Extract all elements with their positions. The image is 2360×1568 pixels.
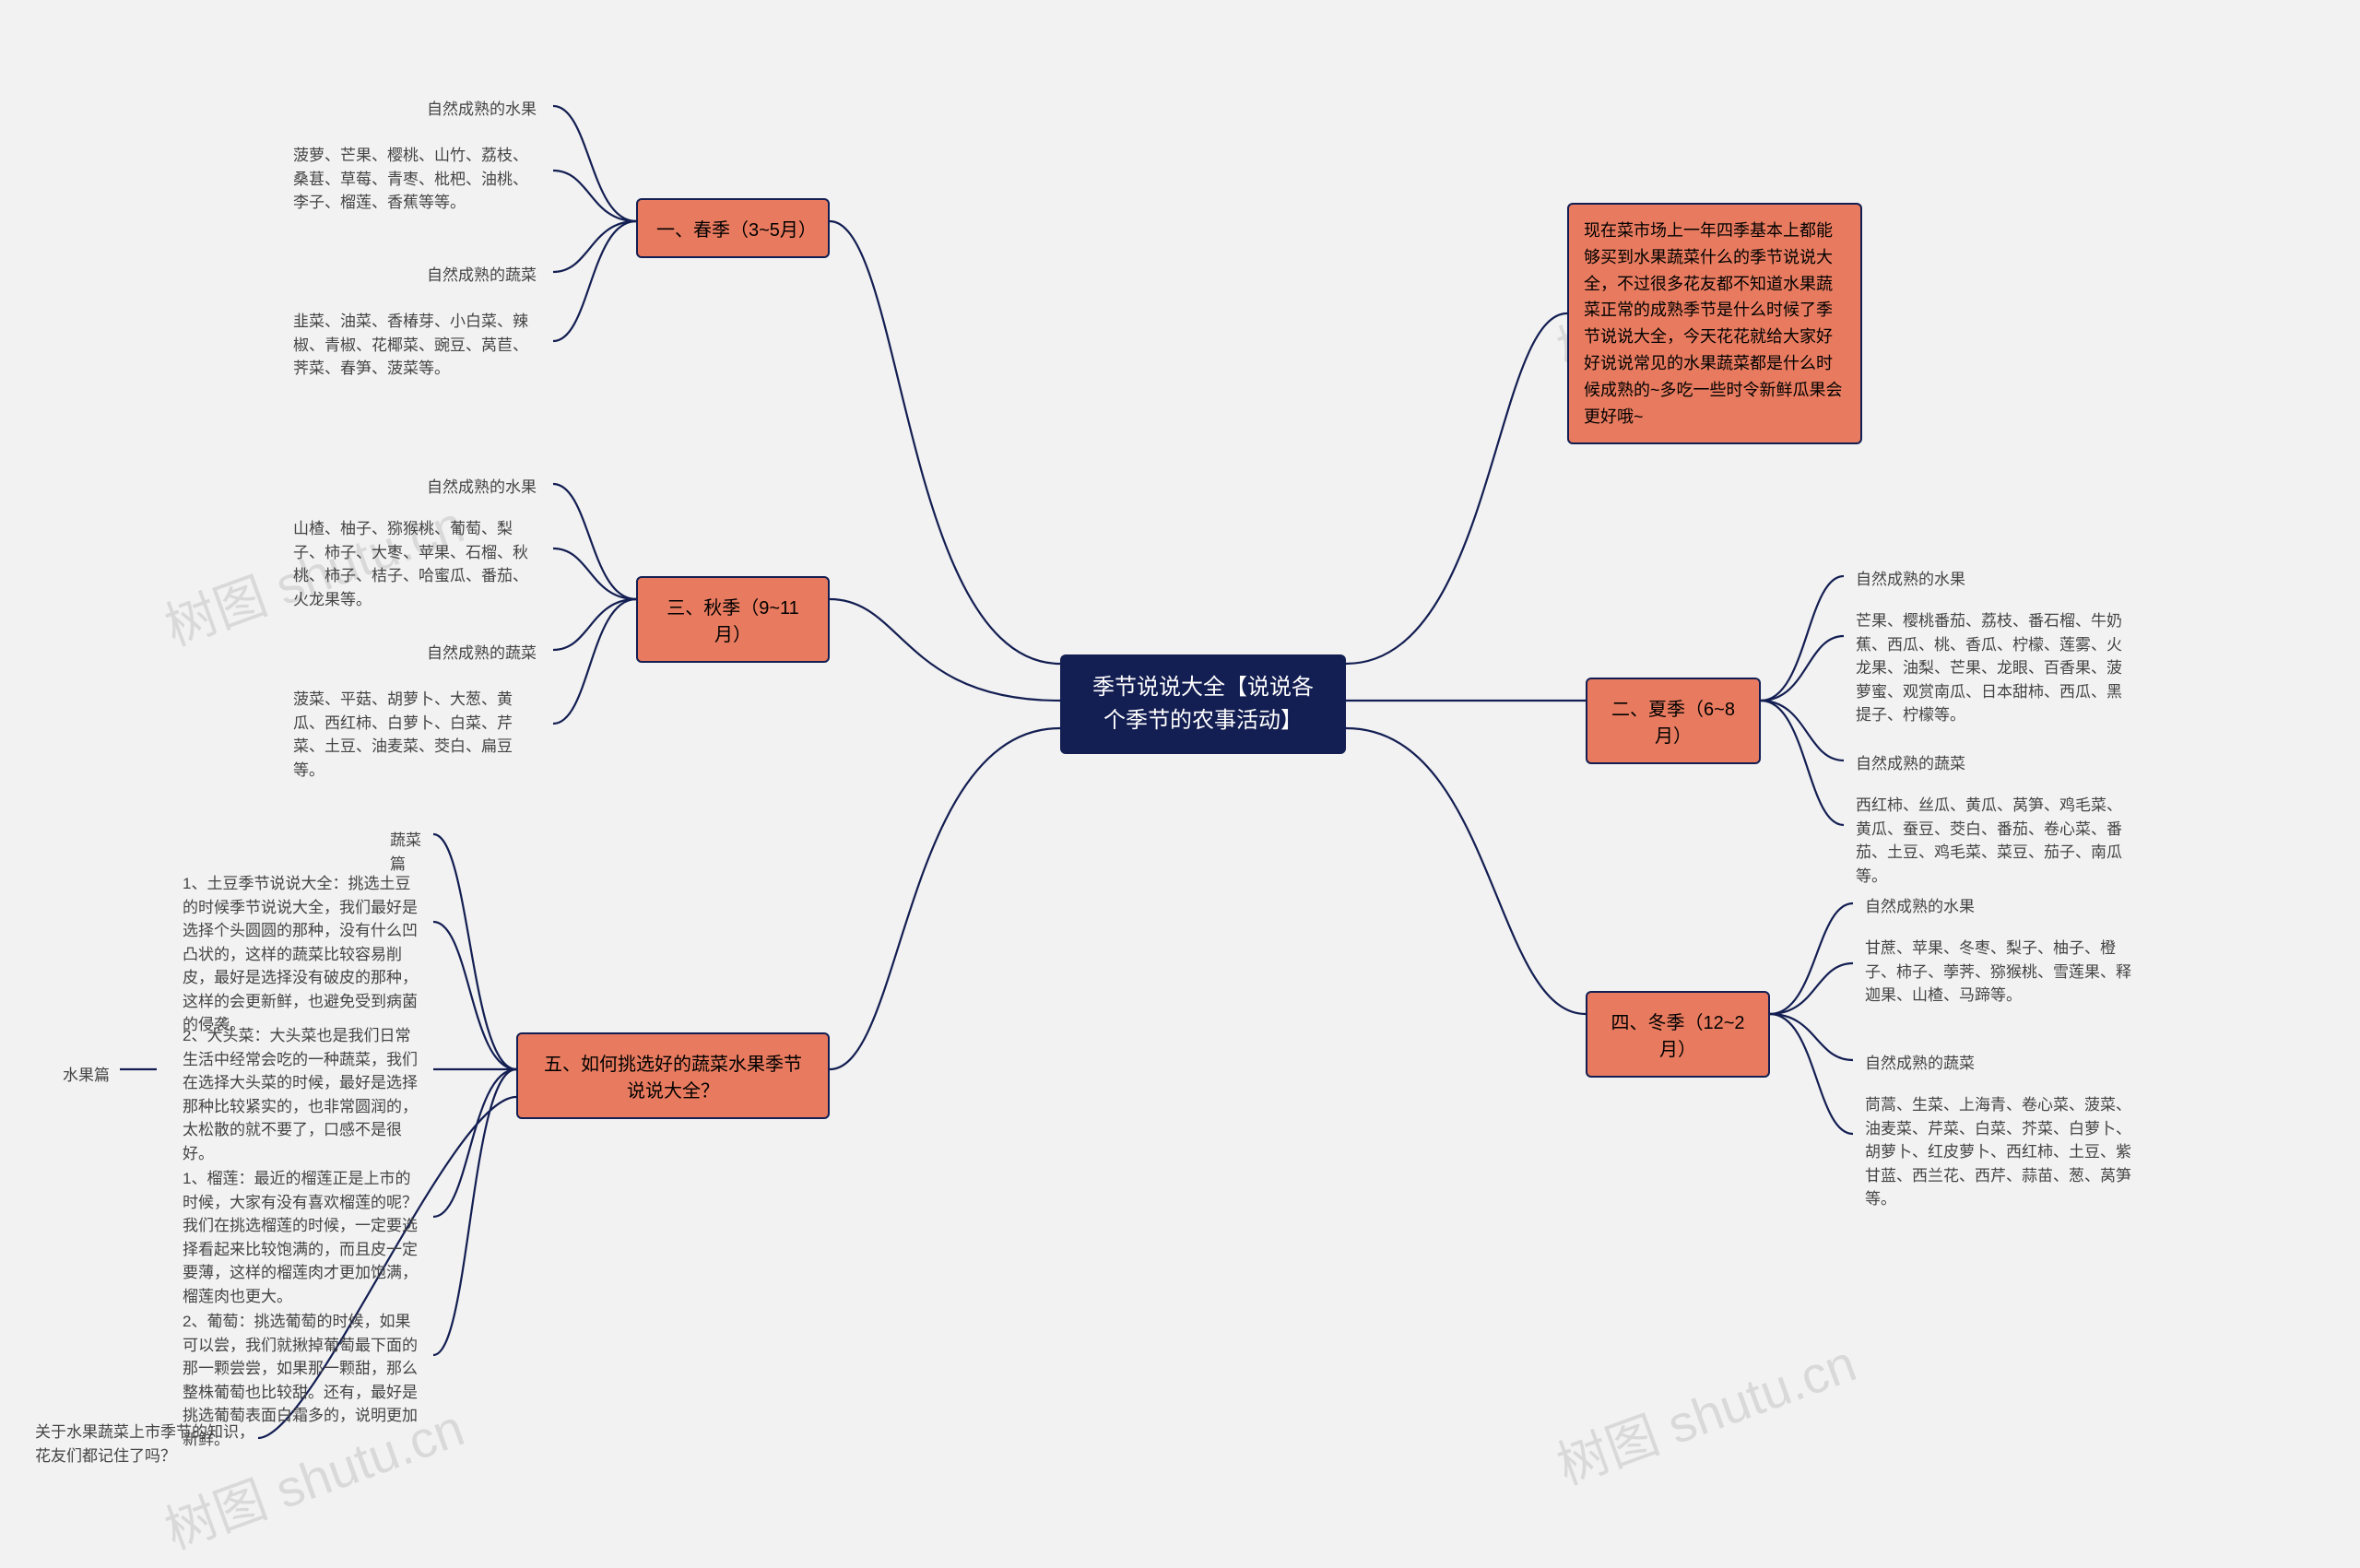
autumn-fruit-list: 山楂、柚子、猕猴桃、葡萄、梨子、柿子、大枣、苹果、石榴、秋桃、柿子、桔子、哈蜜瓜… xyxy=(286,512,544,617)
spring-fruit-label: 自然成熟的水果 xyxy=(286,92,544,127)
summer-veg-label: 自然成熟的蔬菜 xyxy=(1848,747,2143,782)
autumn-veg-label: 自然成熟的蔬菜 xyxy=(286,636,544,671)
tip-durian: 1、榴莲：最近的榴莲正是上市的时候，大家有没有喜欢榴莲的呢？我们在挑选榴莲的时候… xyxy=(175,1161,433,1314)
branch-summer: 二、夏季（6~8月） xyxy=(1586,678,1761,764)
branch-autumn: 三、秋季（9~11月） xyxy=(636,576,830,663)
tip-cabbage: 2、大头菜：大头菜也是我们日常生活中经常会吃的一种蔬菜，我们在选择大头菜的时候，… xyxy=(175,1019,433,1171)
summer-fruit-list: 芒果、樱桃番茄、荔枝、番石榴、牛奶蕉、西瓜、桃、香瓜、柠檬、莲雾、火龙果、油梨、… xyxy=(1848,604,2143,733)
autumn-veg-list: 菠菜、平菇、胡萝卜、大葱、黄瓜、西红柿、白萝卜、白菜、芹菜、土豆、油麦菜、茭白、… xyxy=(286,682,544,787)
summer-veg-list: 西红柿、丝瓜、黄瓜、莴笋、鸡毛菜、黄瓜、蚕豆、茭白、番茄、卷心菜、番茄、土豆、鸡… xyxy=(1848,788,2143,893)
spring-veg-list: 韭菜、油菜、香椿芽、小白菜、辣椒、青椒、花椰菜、豌豆、莴苣、荠菜、春笋、菠菜等。 xyxy=(286,304,544,386)
select-footer: 关于水果蔬菜上市季节的知识，花友们都记住了吗？ xyxy=(28,1415,267,1473)
watermark: 树图 shutu.cn xyxy=(1545,1322,1865,1499)
tip-potato: 1、土豆季节说说大全：挑选土豆的时候季节说说大全，我们最好是选择个头圆圆的那种，… xyxy=(175,867,433,1043)
autumn-fruit-label: 自然成熟的水果 xyxy=(286,470,544,505)
select-fruit-section: 水果篇 xyxy=(55,1058,120,1093)
summer-fruit-label: 自然成熟的水果 xyxy=(1848,562,2143,597)
branch-winter: 四、冬季（12~2月） xyxy=(1586,991,1770,1078)
spring-fruit-list: 菠萝、芒果、樱桃、山竹、荔枝、桑葚、草莓、青枣、枇杷、油桃、李子、榴莲、香蕉等等… xyxy=(286,138,544,220)
branch-spring: 一、春季（3~5月） xyxy=(636,198,830,258)
winter-veg-list: 茼蒿、生菜、上海青、卷心菜、菠菜、油麦菜、芹菜、白菜、芥菜、白萝卜、胡萝卜、红皮… xyxy=(1858,1088,2153,1217)
branch-select: 五、如何挑选好的蔬菜水果季节说说大全？ xyxy=(516,1032,830,1119)
spring-veg-label: 自然成熟的蔬菜 xyxy=(286,258,544,293)
center-node: 季节说说大全【说说各个季节的农事活动】 xyxy=(1060,654,1346,754)
winter-fruit-list: 甘蔗、苹果、冬枣、梨子、柚子、橙子、柿子、荸荠、猕猴桃、雪莲果、释迦果、山楂、马… xyxy=(1858,931,2153,1013)
winter-veg-label: 自然成熟的蔬菜 xyxy=(1858,1046,2153,1081)
intro-node: 现在菜市场上一年四季基本上都能够买到水果蔬菜什么的季节说说大全，不过很多花友都不… xyxy=(1567,203,1862,444)
mindmap-canvas: 树图 shutu.cn 树图 shutu.cn 树图 shutu.cn 树图 s… xyxy=(0,0,2360,1568)
winter-fruit-label: 自然成熟的水果 xyxy=(1858,890,2153,925)
